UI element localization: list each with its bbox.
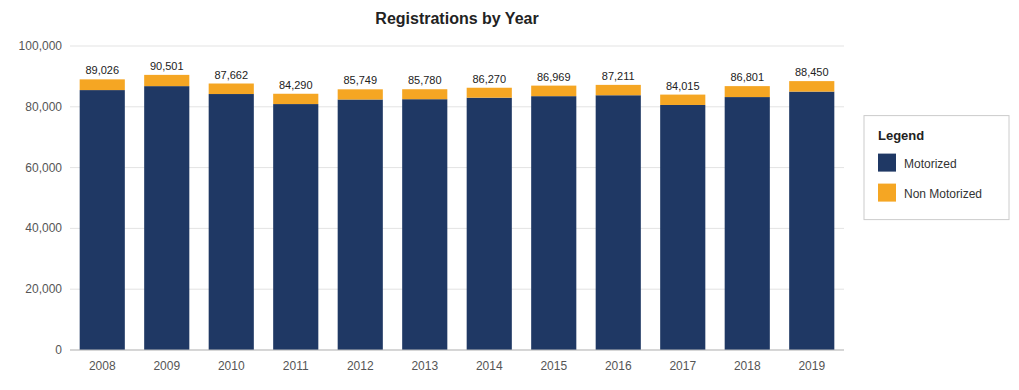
bar: [80, 90, 125, 350]
x-tick-label: 2017: [669, 359, 696, 373]
bar: [273, 94, 318, 104]
legend-title: Legend: [878, 128, 924, 143]
legend: Legend Motorized Non Motorized: [864, 116, 1009, 220]
total-label: 86,270: [472, 73, 506, 85]
title: Registrations by Year: [375, 10, 538, 27]
bar: [789, 81, 834, 91]
y-axis: 0 20,000 40,000 60,000 80,000 100,000: [19, 39, 844, 357]
bar: [596, 85, 641, 95]
bar: [273, 104, 318, 350]
x-tick-label: 2019: [798, 359, 825, 373]
legend-label: Motorized: [904, 157, 957, 171]
bar: [660, 105, 705, 350]
legend-label: Non Motorized: [904, 187, 982, 201]
legend-swatch: [878, 154, 896, 172]
total-label: 89,026: [85, 64, 119, 76]
bar: [338, 100, 383, 350]
bars: [80, 75, 835, 350]
x-tick-label: 2015: [540, 359, 567, 373]
total-label: 86,969: [537, 71, 571, 83]
x-tick-label: 2014: [476, 359, 503, 373]
x-axis: 2008 2009 2010 2011 2012 2013 2014 2015 2016 2017…: [89, 359, 826, 373]
x-axis-line: [70, 350, 844, 351]
x-tick-label: 2009: [153, 359, 180, 373]
x-tick-label: 2010: [218, 359, 245, 373]
bar: [144, 86, 189, 350]
y-tick-label: 40,000: [25, 221, 62, 235]
y-tick-label: 80,000: [25, 100, 62, 114]
y-tick-label: 60,000: [25, 161, 62, 175]
x-tick-label: 2012: [347, 359, 374, 373]
total-label: 85,780: [408, 74, 442, 86]
bar: [725, 86, 770, 97]
grid-line: [70, 46, 844, 47]
bar: [531, 96, 576, 350]
total-label: 88,450: [795, 66, 829, 78]
x-tick-label: 2011: [283, 359, 309, 373]
bar: [402, 89, 447, 99]
grid-line: [70, 350, 844, 351]
x-tick-label: 2008: [89, 359, 116, 373]
x-tick-label: 2018: [734, 359, 761, 373]
total-label: 84,290: [279, 79, 313, 91]
bar: [660, 95, 705, 105]
bar: [596, 95, 641, 350]
total-label: 84,015: [666, 80, 700, 92]
total-label: 87,662: [214, 69, 248, 81]
legend-swatch: [878, 184, 896, 202]
bar: [80, 79, 125, 90]
bar: [467, 98, 512, 350]
bar: [209, 84, 254, 95]
bar: [209, 94, 254, 350]
bar: [144, 75, 189, 86]
y-tick-label: 20,000: [25, 282, 62, 296]
bar: [338, 89, 383, 99]
x-tick-label: 2013: [411, 359, 438, 373]
bar: [467, 88, 512, 98]
total-label: 90,501: [150, 60, 184, 72]
total-labels: 89,026 90,501 87,662 84,290 85,749 85,780 86,2…: [85, 60, 828, 92]
total-label: 86,801: [730, 71, 764, 83]
bar: [725, 97, 770, 350]
chart: Registrations by Year 0 20,000 40,000 60,000…: [0, 0, 1019, 390]
y-tick-label: 0: [55, 343, 62, 357]
legend-box: [864, 116, 1009, 220]
y-tick-label: 100,000: [19, 39, 63, 53]
total-label: 87,211: [602, 70, 635, 82]
bar: [402, 99, 447, 350]
bar: [531, 86, 576, 97]
bar: [789, 92, 834, 350]
total-label: 85,749: [343, 74, 377, 86]
x-tick-label: 2016: [605, 359, 632, 373]
